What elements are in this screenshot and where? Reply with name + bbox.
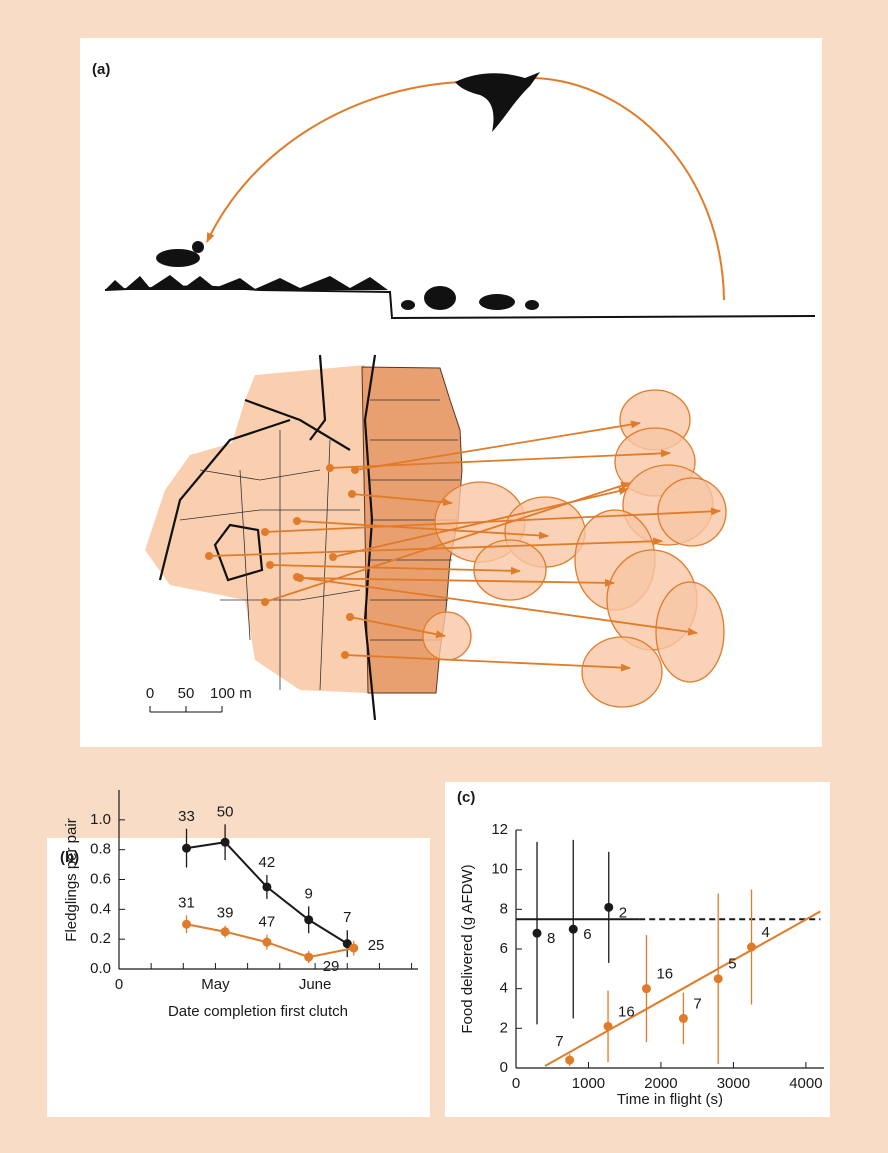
y-tick-label: 0.0 — [90, 960, 111, 977]
foraging-arrow — [349, 616, 446, 639]
y-tick-label: 2 — [500, 1019, 508, 1036]
y-tick-label: 0.6 — [90, 870, 111, 887]
y-tick-label: 10 — [491, 861, 508, 878]
foraging-arrow — [296, 576, 698, 636]
foraging-arrow — [354, 420, 641, 471]
x-tick-label: June — [299, 976, 332, 993]
point — [641, 984, 651, 994]
reference-line — [544, 910, 821, 1067]
sample-size-label: 7 — [555, 1033, 563, 1050]
x-tick-label: 4000 — [789, 1075, 822, 1092]
point — [182, 843, 192, 853]
y-tick-label: 8 — [500, 900, 508, 917]
flight-arc — [534, 77, 725, 301]
bird — [156, 249, 200, 267]
sample-size-label: 31 — [178, 894, 195, 911]
x-tick-label: May — [201, 976, 230, 993]
x-tick-label: 3000 — [717, 1075, 750, 1092]
point — [304, 952, 314, 962]
sample-size-label: 42 — [259, 854, 276, 871]
scale-label: 100 m — [210, 685, 252, 702]
panel-c — [445, 782, 830, 1117]
sample-size-label: 9 — [305, 885, 313, 902]
point — [532, 928, 542, 938]
panel-b — [47, 838, 430, 1117]
point — [304, 915, 314, 925]
y-axis-label: Food delivered (g AFDW) — [459, 864, 476, 1033]
sample-size-label: 29 — [323, 958, 340, 975]
foraging-arrow — [208, 537, 663, 557]
point — [604, 902, 614, 912]
panel-label: (c) — [457, 789, 475, 806]
point — [603, 1021, 613, 1031]
sample-size-label: 39 — [217, 905, 234, 922]
foraging-arrow — [296, 520, 549, 540]
sample-size-label: 7 — [693, 995, 701, 1012]
bird — [424, 286, 456, 310]
x-axis-label: Time in flight (s) — [617, 1091, 723, 1108]
sample-size-label: 7 — [343, 909, 351, 926]
y-tick-label: 4 — [500, 980, 508, 997]
sample-size-label: 5 — [728, 956, 736, 973]
point — [747, 942, 757, 952]
vegetation — [105, 275, 388, 290]
bird — [192, 241, 204, 253]
scale-label: 0 — [146, 685, 154, 702]
y-tick-label: 0.4 — [90, 900, 111, 917]
sample-size-label: 25 — [368, 937, 385, 954]
chick — [525, 300, 539, 310]
y-tick-label: 1.0 — [90, 811, 111, 828]
sample-size-label: 2 — [619, 904, 627, 921]
point — [262, 937, 272, 947]
sample-size-label: 47 — [259, 914, 276, 931]
x-tick-label: 2000 — [644, 1075, 677, 1092]
foraging-arrow — [351, 493, 453, 507]
panel-label: (a) — [92, 61, 110, 78]
x-tick-label: 1000 — [572, 1075, 605, 1092]
bird — [479, 294, 515, 310]
foraging-arrow — [264, 507, 721, 533]
foraging-arrow — [299, 577, 615, 587]
flight-arc — [206, 81, 461, 243]
sample-size-label: 33 — [178, 808, 195, 825]
bird-flying — [455, 72, 540, 132]
chick — [401, 300, 415, 310]
y-tick-label: 12 — [491, 821, 508, 838]
y-tick-label: 6 — [500, 940, 508, 957]
point — [182, 919, 192, 929]
foraging-area — [581, 636, 663, 708]
point — [220, 927, 230, 937]
y-axis-label: Fledglings per pair — [63, 818, 80, 941]
point — [349, 943, 359, 953]
panel-label: (b) — [60, 849, 79, 866]
x-tick-label: 0 — [512, 1075, 520, 1092]
y-tick-label: 0.2 — [90, 930, 111, 947]
point — [220, 837, 230, 847]
sample-size-label: 16 — [656, 966, 673, 983]
y-tick-label: 0 — [500, 1059, 508, 1076]
point — [262, 882, 272, 892]
sample-size-label: 4 — [762, 924, 770, 941]
foraging-arrow — [269, 564, 521, 575]
x-tick-label: 0 — [115, 976, 123, 993]
sample-size-label: 16 — [618, 1003, 635, 1020]
sample-size-label: 6 — [583, 926, 591, 943]
foraging-arrow — [264, 481, 631, 603]
scale-label: 50 — [178, 685, 195, 702]
illustration: (a) 0 50 100 m — [92, 61, 816, 721]
foraging-arrow — [344, 654, 631, 672]
point — [713, 974, 723, 984]
x-axis-label: Date completion first clutch — [168, 1003, 348, 1020]
point — [565, 1055, 575, 1065]
sample-size-label: 50 — [217, 803, 234, 820]
y-tick-label: 0.8 — [90, 841, 111, 858]
point — [678, 1013, 688, 1023]
point — [568, 924, 578, 934]
foraging-area — [422, 611, 472, 661]
sample-size-label: 8 — [547, 930, 555, 947]
point — [342, 939, 352, 949]
